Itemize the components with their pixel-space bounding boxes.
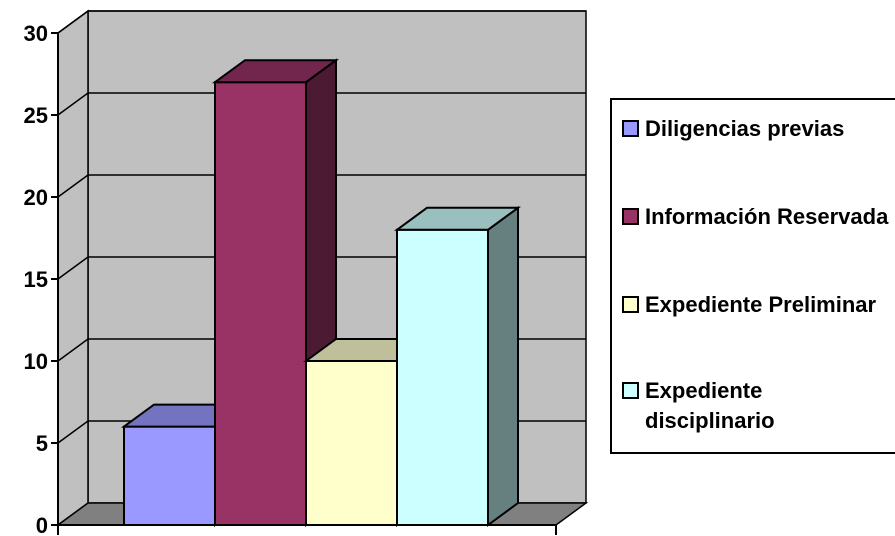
bar-front xyxy=(396,228,489,527)
bar-top xyxy=(393,206,522,231)
legend-item-1: Diligencias previas xyxy=(622,116,895,144)
y-tick-label: 10 xyxy=(24,349,48,374)
legend-item-4: Expediente disciplinario xyxy=(622,378,895,436)
legend-label-4: Expediente disciplinario xyxy=(645,378,775,433)
legend-swatch-2 xyxy=(622,208,639,225)
legend-label-1: Diligencias previas xyxy=(645,116,845,141)
legend-swatch-3 xyxy=(622,296,639,313)
bar-front xyxy=(214,81,307,526)
legend-label-2: Información Reservada xyxy=(645,204,889,229)
bar-4 xyxy=(393,205,522,527)
legend-swatch-1 xyxy=(622,120,639,137)
y-tick-label: 20 xyxy=(24,185,48,210)
bar-side xyxy=(487,205,519,527)
gridline xyxy=(57,10,586,34)
gridline xyxy=(57,92,586,116)
bar-front xyxy=(123,425,216,527)
y-tick-label: 5 xyxy=(36,431,48,456)
legend-item-2: Información Reservada xyxy=(622,204,895,232)
y-tick-label: 0 xyxy=(36,513,48,536)
legend-label-3: Expediente Preliminar xyxy=(645,292,877,317)
legend: Diligencias previas Información Reservad… xyxy=(610,98,895,454)
bar-front xyxy=(305,360,398,526)
legend-swatch-4 xyxy=(622,382,639,399)
legend-item-3: Expediente Preliminar xyxy=(622,292,895,320)
y-tick-label: 30 xyxy=(24,21,48,46)
gridline xyxy=(57,174,586,198)
y-tick-label: 15 xyxy=(24,267,48,292)
bar-top xyxy=(211,59,340,84)
y-tick-label: 25 xyxy=(24,103,48,128)
